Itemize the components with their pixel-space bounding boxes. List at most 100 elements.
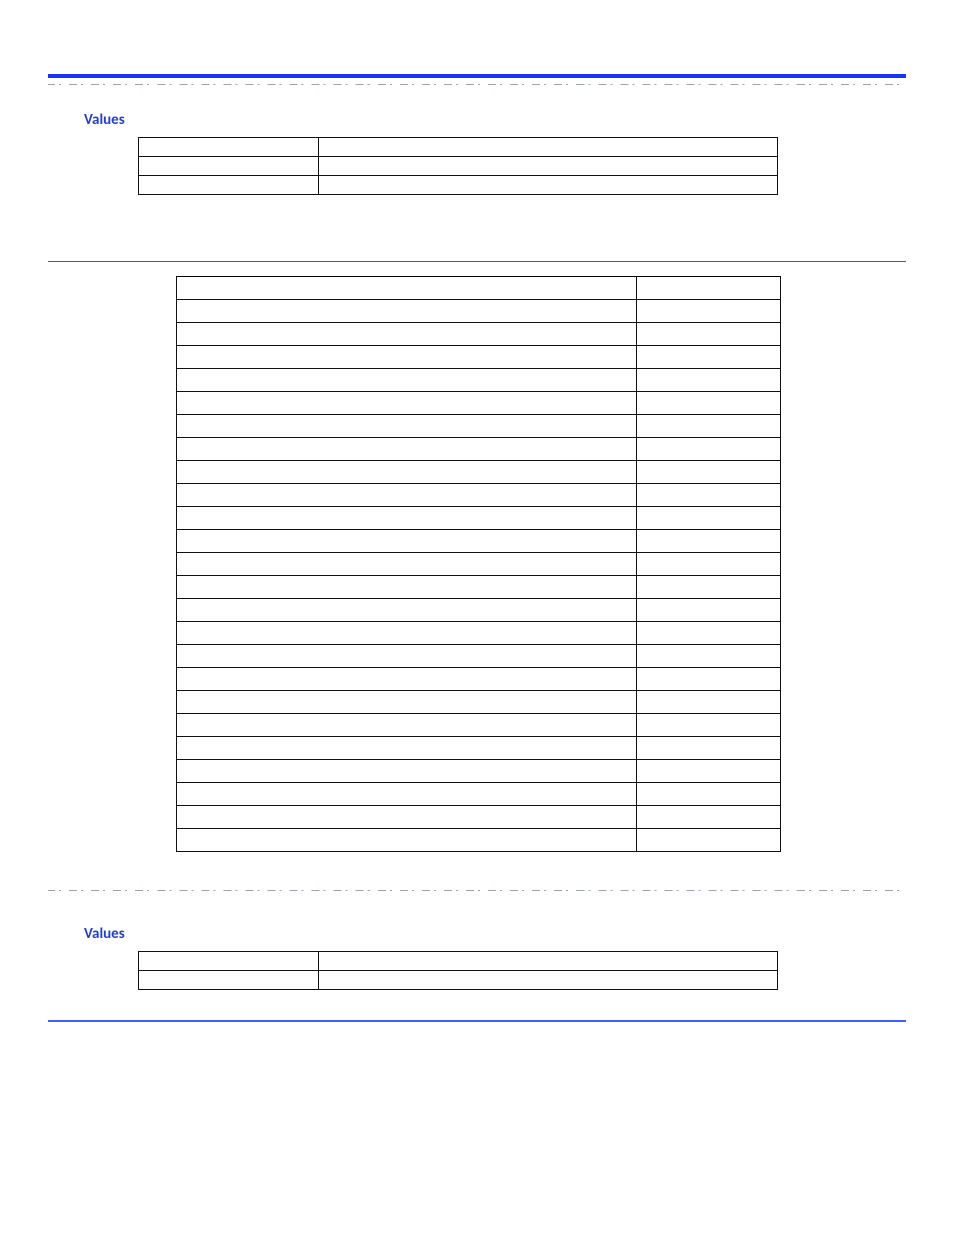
cell-b — [637, 783, 781, 806]
table-row — [177, 599, 781, 622]
table-row — [139, 971, 778, 990]
cell-value — [319, 138, 778, 157]
table-row — [139, 952, 778, 971]
cell-key — [139, 952, 319, 971]
cell-a — [177, 277, 637, 300]
cell-value — [319, 157, 778, 176]
cell-b — [637, 691, 781, 714]
values-section-2: Values — [48, 925, 906, 990]
cell-a — [177, 461, 637, 484]
table-row — [177, 346, 781, 369]
cell-b — [637, 622, 781, 645]
cell-key — [139, 176, 319, 195]
cell-a — [177, 438, 637, 461]
values-section-1: Values — [48, 111, 906, 195]
section-heading: Values — [84, 925, 906, 943]
cell-key — [139, 157, 319, 176]
cell-b — [637, 323, 781, 346]
section-divider-rule — [48, 261, 906, 262]
cell-b — [637, 553, 781, 576]
table-row — [177, 484, 781, 507]
table-row — [177, 369, 781, 392]
table-row — [177, 714, 781, 737]
cell-a — [177, 783, 637, 806]
page: Values Values — [0, 0, 954, 1235]
cell-key — [139, 138, 319, 157]
cell-a — [177, 714, 637, 737]
cell-b — [637, 392, 781, 415]
values-table-2 — [138, 951, 778, 990]
cell-b — [637, 714, 781, 737]
cell-a — [177, 323, 637, 346]
table-row — [177, 668, 781, 691]
cell-b — [637, 461, 781, 484]
cell-b — [637, 438, 781, 461]
cell-a — [177, 392, 637, 415]
table-row — [177, 737, 781, 760]
table-row — [177, 461, 781, 484]
spacer — [48, 852, 906, 890]
cell-key — [139, 971, 319, 990]
cell-a — [177, 829, 637, 852]
table-row — [139, 138, 778, 157]
cell-a — [177, 599, 637, 622]
values-table-1 — [138, 137, 778, 195]
cell-a — [177, 369, 637, 392]
cell-a — [177, 760, 637, 783]
cell-a — [177, 691, 637, 714]
cell-b — [637, 576, 781, 599]
cell-b — [637, 300, 781, 323]
table-row — [177, 392, 781, 415]
table-row — [177, 760, 781, 783]
cell-value — [319, 952, 778, 971]
cell-b — [637, 806, 781, 829]
table-row — [139, 176, 778, 195]
table-row — [177, 507, 781, 530]
items-table — [176, 276, 781, 852]
cell-b — [637, 668, 781, 691]
bottom-blue-rule — [48, 1020, 906, 1022]
table-row — [177, 323, 781, 346]
cell-b — [637, 599, 781, 622]
cell-b — [637, 829, 781, 852]
cell-b — [637, 645, 781, 668]
cell-a — [177, 576, 637, 599]
table-row — [177, 622, 781, 645]
cell-a — [177, 484, 637, 507]
cell-b — [637, 346, 781, 369]
table-row — [177, 438, 781, 461]
top-dashdot-rule — [48, 84, 906, 85]
cell-b — [637, 277, 781, 300]
table-row — [177, 645, 781, 668]
cell-a — [177, 553, 637, 576]
cell-a — [177, 737, 637, 760]
cell-a — [177, 806, 637, 829]
section-heading: Values — [84, 111, 906, 129]
cell-a — [177, 415, 637, 438]
table-row — [177, 691, 781, 714]
table-row — [177, 829, 781, 852]
table-row — [177, 806, 781, 829]
cell-b — [637, 484, 781, 507]
cell-a — [177, 622, 637, 645]
cell-a — [177, 530, 637, 553]
spacer — [48, 195, 906, 255]
cell-value — [319, 176, 778, 195]
table-row — [177, 576, 781, 599]
cell-a — [177, 668, 637, 691]
table-row — [139, 157, 778, 176]
cell-a — [177, 507, 637, 530]
table-row — [177, 277, 781, 300]
cell-b — [637, 415, 781, 438]
cell-b — [637, 507, 781, 530]
table-row — [177, 415, 781, 438]
table-row — [177, 553, 781, 576]
top-blue-rule — [48, 74, 906, 78]
cell-a — [177, 300, 637, 323]
table-row — [177, 530, 781, 553]
cell-a — [177, 645, 637, 668]
table-row — [177, 783, 781, 806]
cell-value — [319, 971, 778, 990]
cell-b — [637, 737, 781, 760]
cell-a — [177, 346, 637, 369]
